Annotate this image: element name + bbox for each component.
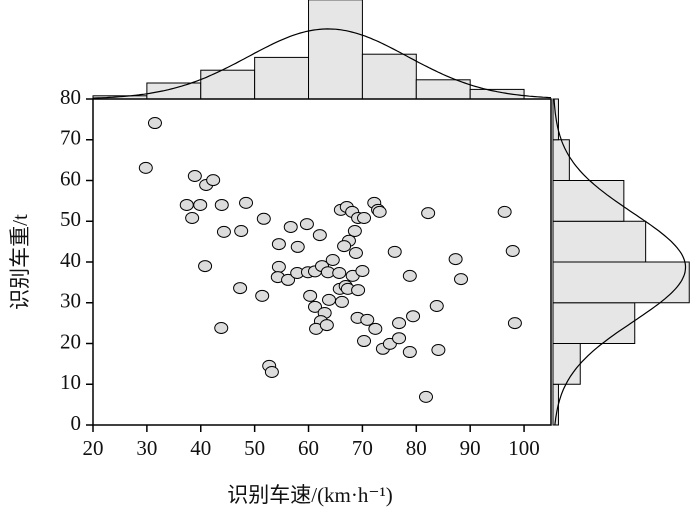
x-tick-label: 100 bbox=[508, 436, 540, 460]
scatter-point bbox=[357, 211, 372, 224]
scatter-point bbox=[421, 207, 436, 220]
y-tick-label: 40 bbox=[60, 248, 81, 272]
scatter-point bbox=[325, 253, 340, 266]
scatter-point bbox=[312, 229, 327, 242]
x-tick-label: 90 bbox=[460, 436, 481, 460]
scatter-point bbox=[138, 161, 153, 174]
scatter-point bbox=[429, 300, 444, 313]
x-tick-label: 50 bbox=[244, 436, 265, 460]
scatter-point bbox=[392, 317, 407, 330]
scatter-point bbox=[507, 317, 522, 330]
scatter-point bbox=[281, 273, 296, 286]
scatter-point bbox=[454, 273, 469, 286]
scatter-point bbox=[193, 198, 208, 211]
scatter-point bbox=[185, 211, 200, 224]
scatter-point bbox=[216, 225, 231, 238]
right-hist-bar bbox=[552, 261, 690, 304]
x-tick-label: 40 bbox=[190, 436, 211, 460]
scatter-point bbox=[497, 205, 512, 218]
scatter-point bbox=[322, 293, 337, 306]
scatter-point bbox=[372, 205, 387, 218]
x-tick-label: 30 bbox=[136, 436, 157, 460]
scatter-point bbox=[351, 284, 366, 297]
top-hist-bar bbox=[254, 56, 310, 100]
scatter-point bbox=[256, 212, 271, 225]
scatter-point bbox=[234, 225, 249, 238]
x-tick-label: 20 bbox=[83, 436, 104, 460]
top-hist-bar bbox=[146, 82, 202, 100]
scatter-point bbox=[402, 269, 417, 282]
scatter-point bbox=[406, 310, 421, 323]
scatter-point bbox=[368, 322, 383, 335]
top-hist-bar bbox=[361, 53, 417, 100]
scatter-point bbox=[357, 335, 372, 348]
x-tick-label: 60 bbox=[298, 436, 319, 460]
scatter-point bbox=[319, 319, 334, 332]
x-tick-label: 80 bbox=[406, 436, 427, 460]
y-tick-label: 10 bbox=[60, 370, 81, 394]
scatter-point bbox=[448, 253, 463, 266]
scatter-point bbox=[214, 198, 229, 211]
top-hist-bar bbox=[200, 69, 256, 100]
top-density-curve bbox=[92, 28, 552, 99]
scatter-point bbox=[392, 332, 407, 345]
right-hist-bar bbox=[552, 343, 581, 385]
y-tick-label: 50 bbox=[60, 207, 81, 231]
y-tick-label: 60 bbox=[60, 166, 81, 190]
scatter-point bbox=[179, 198, 194, 211]
scatter-point bbox=[271, 260, 286, 273]
y-tick-label: 70 bbox=[60, 126, 81, 150]
scatter-point bbox=[307, 300, 322, 313]
scatter-point bbox=[290, 240, 305, 253]
top-hist-bar bbox=[308, 0, 363, 100]
scatter-point bbox=[360, 313, 375, 326]
scatter-point bbox=[347, 225, 362, 238]
y-tick-label: 30 bbox=[60, 289, 81, 313]
y-tick-label: 80 bbox=[60, 85, 81, 109]
scatter-point bbox=[355, 264, 370, 277]
y-tick-label: 20 bbox=[60, 329, 81, 353]
scatter-point bbox=[337, 240, 352, 253]
scatter-point bbox=[283, 220, 298, 233]
scatter-point bbox=[418, 390, 433, 403]
right-density-curve bbox=[553, 98, 687, 426]
scatter-point bbox=[239, 196, 254, 209]
scatter-point bbox=[334, 295, 349, 308]
scatter-point bbox=[233, 282, 248, 295]
right-hist-bar bbox=[552, 139, 570, 181]
scatter-point bbox=[431, 344, 446, 357]
right-hist-bar bbox=[552, 220, 647, 263]
x-tick-label: 70 bbox=[352, 436, 373, 460]
scatter-point bbox=[198, 260, 213, 273]
scatter-point bbox=[187, 170, 202, 183]
y-tick-label: 0 bbox=[71, 411, 82, 435]
scatter-point bbox=[299, 218, 314, 231]
scatter-point bbox=[505, 244, 520, 257]
scatter-point bbox=[214, 322, 229, 335]
y-axis-label: 识别车重/t bbox=[8, 214, 32, 310]
right-hist-bar bbox=[552, 180, 625, 222]
scatter-point bbox=[147, 117, 162, 130]
scatter-point bbox=[387, 245, 402, 258]
scatter-point bbox=[348, 247, 363, 260]
scatter-point bbox=[271, 238, 286, 251]
scatter-point bbox=[264, 366, 279, 379]
scatter-point bbox=[255, 289, 270, 302]
x-axis-label: 识别车速/(km·h⁻¹) bbox=[227, 483, 393, 507]
scatter-point bbox=[402, 346, 417, 359]
scatter-point bbox=[303, 289, 318, 302]
right-hist-bar bbox=[552, 302, 636, 344]
scatter-point bbox=[206, 174, 221, 187]
scatter-point bbox=[332, 267, 347, 280]
